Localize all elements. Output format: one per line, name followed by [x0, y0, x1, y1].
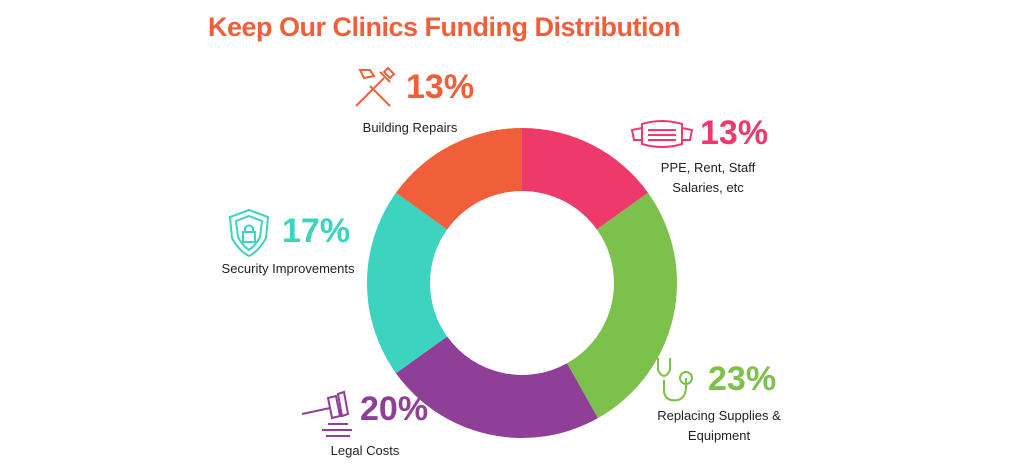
- value-label: 23%: [708, 360, 777, 398]
- mask-icon: [630, 120, 694, 148]
- category-label: Security Improvements: [221, 261, 355, 276]
- gavel-icon: [301, 390, 352, 437]
- chart-title: Keep Our Clinics Funding Distribution: [208, 12, 681, 42]
- category-label: PPE, Rent, Staff Salaries, etc: [660, 160, 756, 195]
- shield-icon: [228, 208, 270, 258]
- value-label: 17%: [282, 212, 351, 250]
- stethoscope-icon: [657, 358, 694, 402]
- donut-slice: [395, 128, 522, 230]
- value-label: 20%: [360, 390, 429, 428]
- donut-slice: [522, 128, 649, 230]
- tools-icon: [355, 66, 396, 107]
- donut-slice: [567, 192, 677, 419]
- category-label: Replacing Supplies & Equipment: [657, 408, 781, 443]
- value-label: 13%: [406, 68, 475, 106]
- category-label: Legal Costs: [330, 443, 400, 458]
- donut-slice: [367, 192, 448, 374]
- category-label: Building Repairs: [362, 120, 458, 135]
- value-label: 13%: [700, 114, 769, 152]
- donut-slice: [395, 336, 598, 438]
